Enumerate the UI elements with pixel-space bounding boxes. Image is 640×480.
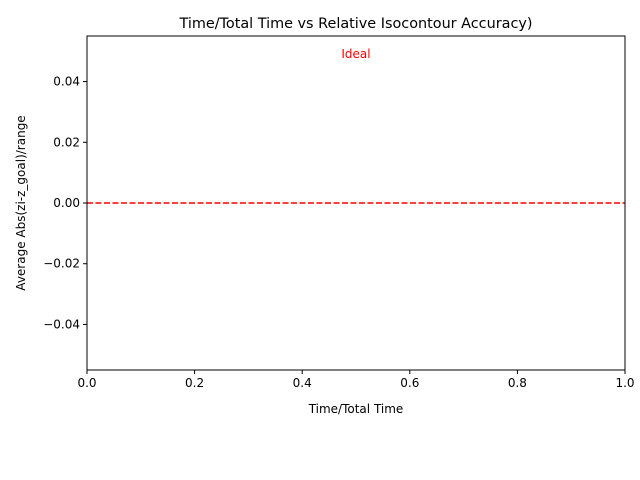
x-tick-label: 0.2 bbox=[185, 376, 204, 390]
ideal-annotation: Ideal bbox=[341, 47, 370, 61]
x-tick-label: 0.8 bbox=[508, 376, 527, 390]
x-tick-label: 1.0 bbox=[615, 376, 634, 390]
chart-title: Time/Total Time vs Relative Isocontour A… bbox=[179, 16, 533, 32]
x-tick-label: 0.0 bbox=[77, 376, 96, 390]
y-tick-label: −0.04 bbox=[43, 317, 80, 331]
annotations: Ideal bbox=[341, 47, 370, 61]
y-tick-label: 0.00 bbox=[53, 196, 80, 210]
x-axis-ticks: 0.0 0.2 0.4 0.6 0.8 1.0 bbox=[77, 370, 635, 390]
x-tick-label: 0.6 bbox=[400, 376, 419, 390]
y-tick-label: 0.04 bbox=[53, 75, 80, 89]
x-axis-label: Time/Total Time bbox=[308, 402, 404, 416]
y-tick-label: −0.02 bbox=[43, 257, 80, 271]
y-axis-ticks: −0.04 −0.02 0.00 0.02 0.04 bbox=[43, 75, 87, 331]
x-tick-label: 0.4 bbox=[293, 376, 312, 390]
y-axis-label: Average Abs(zi-z_goal)/range bbox=[14, 115, 28, 290]
y-tick-label: 0.02 bbox=[53, 135, 80, 149]
